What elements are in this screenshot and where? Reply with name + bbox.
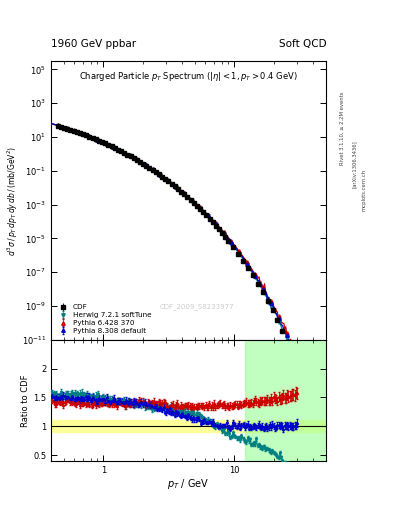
X-axis label: $p_T$ / GeV: $p_T$ / GeV <box>167 477 210 492</box>
Text: Soft QCD: Soft QCD <box>279 38 326 49</box>
Text: Charged Particle $p_T$ Spectrum ($|\eta| < 1, p_T > 0.4$ GeV): Charged Particle $p_T$ Spectrum ($|\eta|… <box>79 70 298 83</box>
Legend: CDF, Herwig 7.2.1 softTune, Pythia 6.428 370, Pythia 8.308 default: CDF, Herwig 7.2.1 softTune, Pythia 6.428… <box>55 302 154 336</box>
Text: [arXiv:1306.3436]: [arXiv:1306.3436] <box>352 140 357 188</box>
Text: mcplots.cern.ch: mcplots.cern.ch <box>362 168 367 210</box>
Text: Rivet 3.1.10, ≥ 2.2M events: Rivet 3.1.10, ≥ 2.2M events <box>340 91 345 165</box>
Text: 1960 GeV ppbar: 1960 GeV ppbar <box>51 38 136 49</box>
Text: CDF_2009_S8233977: CDF_2009_S8233977 <box>160 303 234 310</box>
Y-axis label: $d^3\sigma\,/\,p_T\,dp_T\,dy\,db\,/\,(\mathrm{mb/GeV}^2)$: $d^3\sigma\,/\,p_T\,dp_T\,dy\,db\,/\,(\m… <box>6 145 20 255</box>
Y-axis label: Ratio to CDF: Ratio to CDF <box>21 374 30 426</box>
